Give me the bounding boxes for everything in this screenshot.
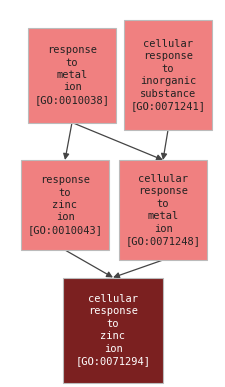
- Text: cellular
response
to
metal
ion
[GO:0071248]: cellular response to metal ion [GO:00712…: [125, 174, 200, 246]
- FancyBboxPatch shape: [28, 27, 115, 123]
- Text: cellular
response
to
zinc
ion
[GO:0071294]: cellular response to zinc ion [GO:007129…: [75, 294, 150, 366]
- FancyBboxPatch shape: [124, 20, 211, 130]
- FancyBboxPatch shape: [21, 160, 108, 250]
- Text: cellular
response
to
inorganic
substance
[GO:0071241]: cellular response to inorganic substance…: [130, 39, 205, 111]
- FancyBboxPatch shape: [119, 160, 206, 260]
- FancyBboxPatch shape: [63, 277, 162, 382]
- Text: response
to
zinc
ion
[GO:0010043]: response to zinc ion [GO:0010043]: [27, 175, 102, 235]
- Text: response
to
metal
ion
[GO:0010038]: response to metal ion [GO:0010038]: [34, 45, 109, 105]
